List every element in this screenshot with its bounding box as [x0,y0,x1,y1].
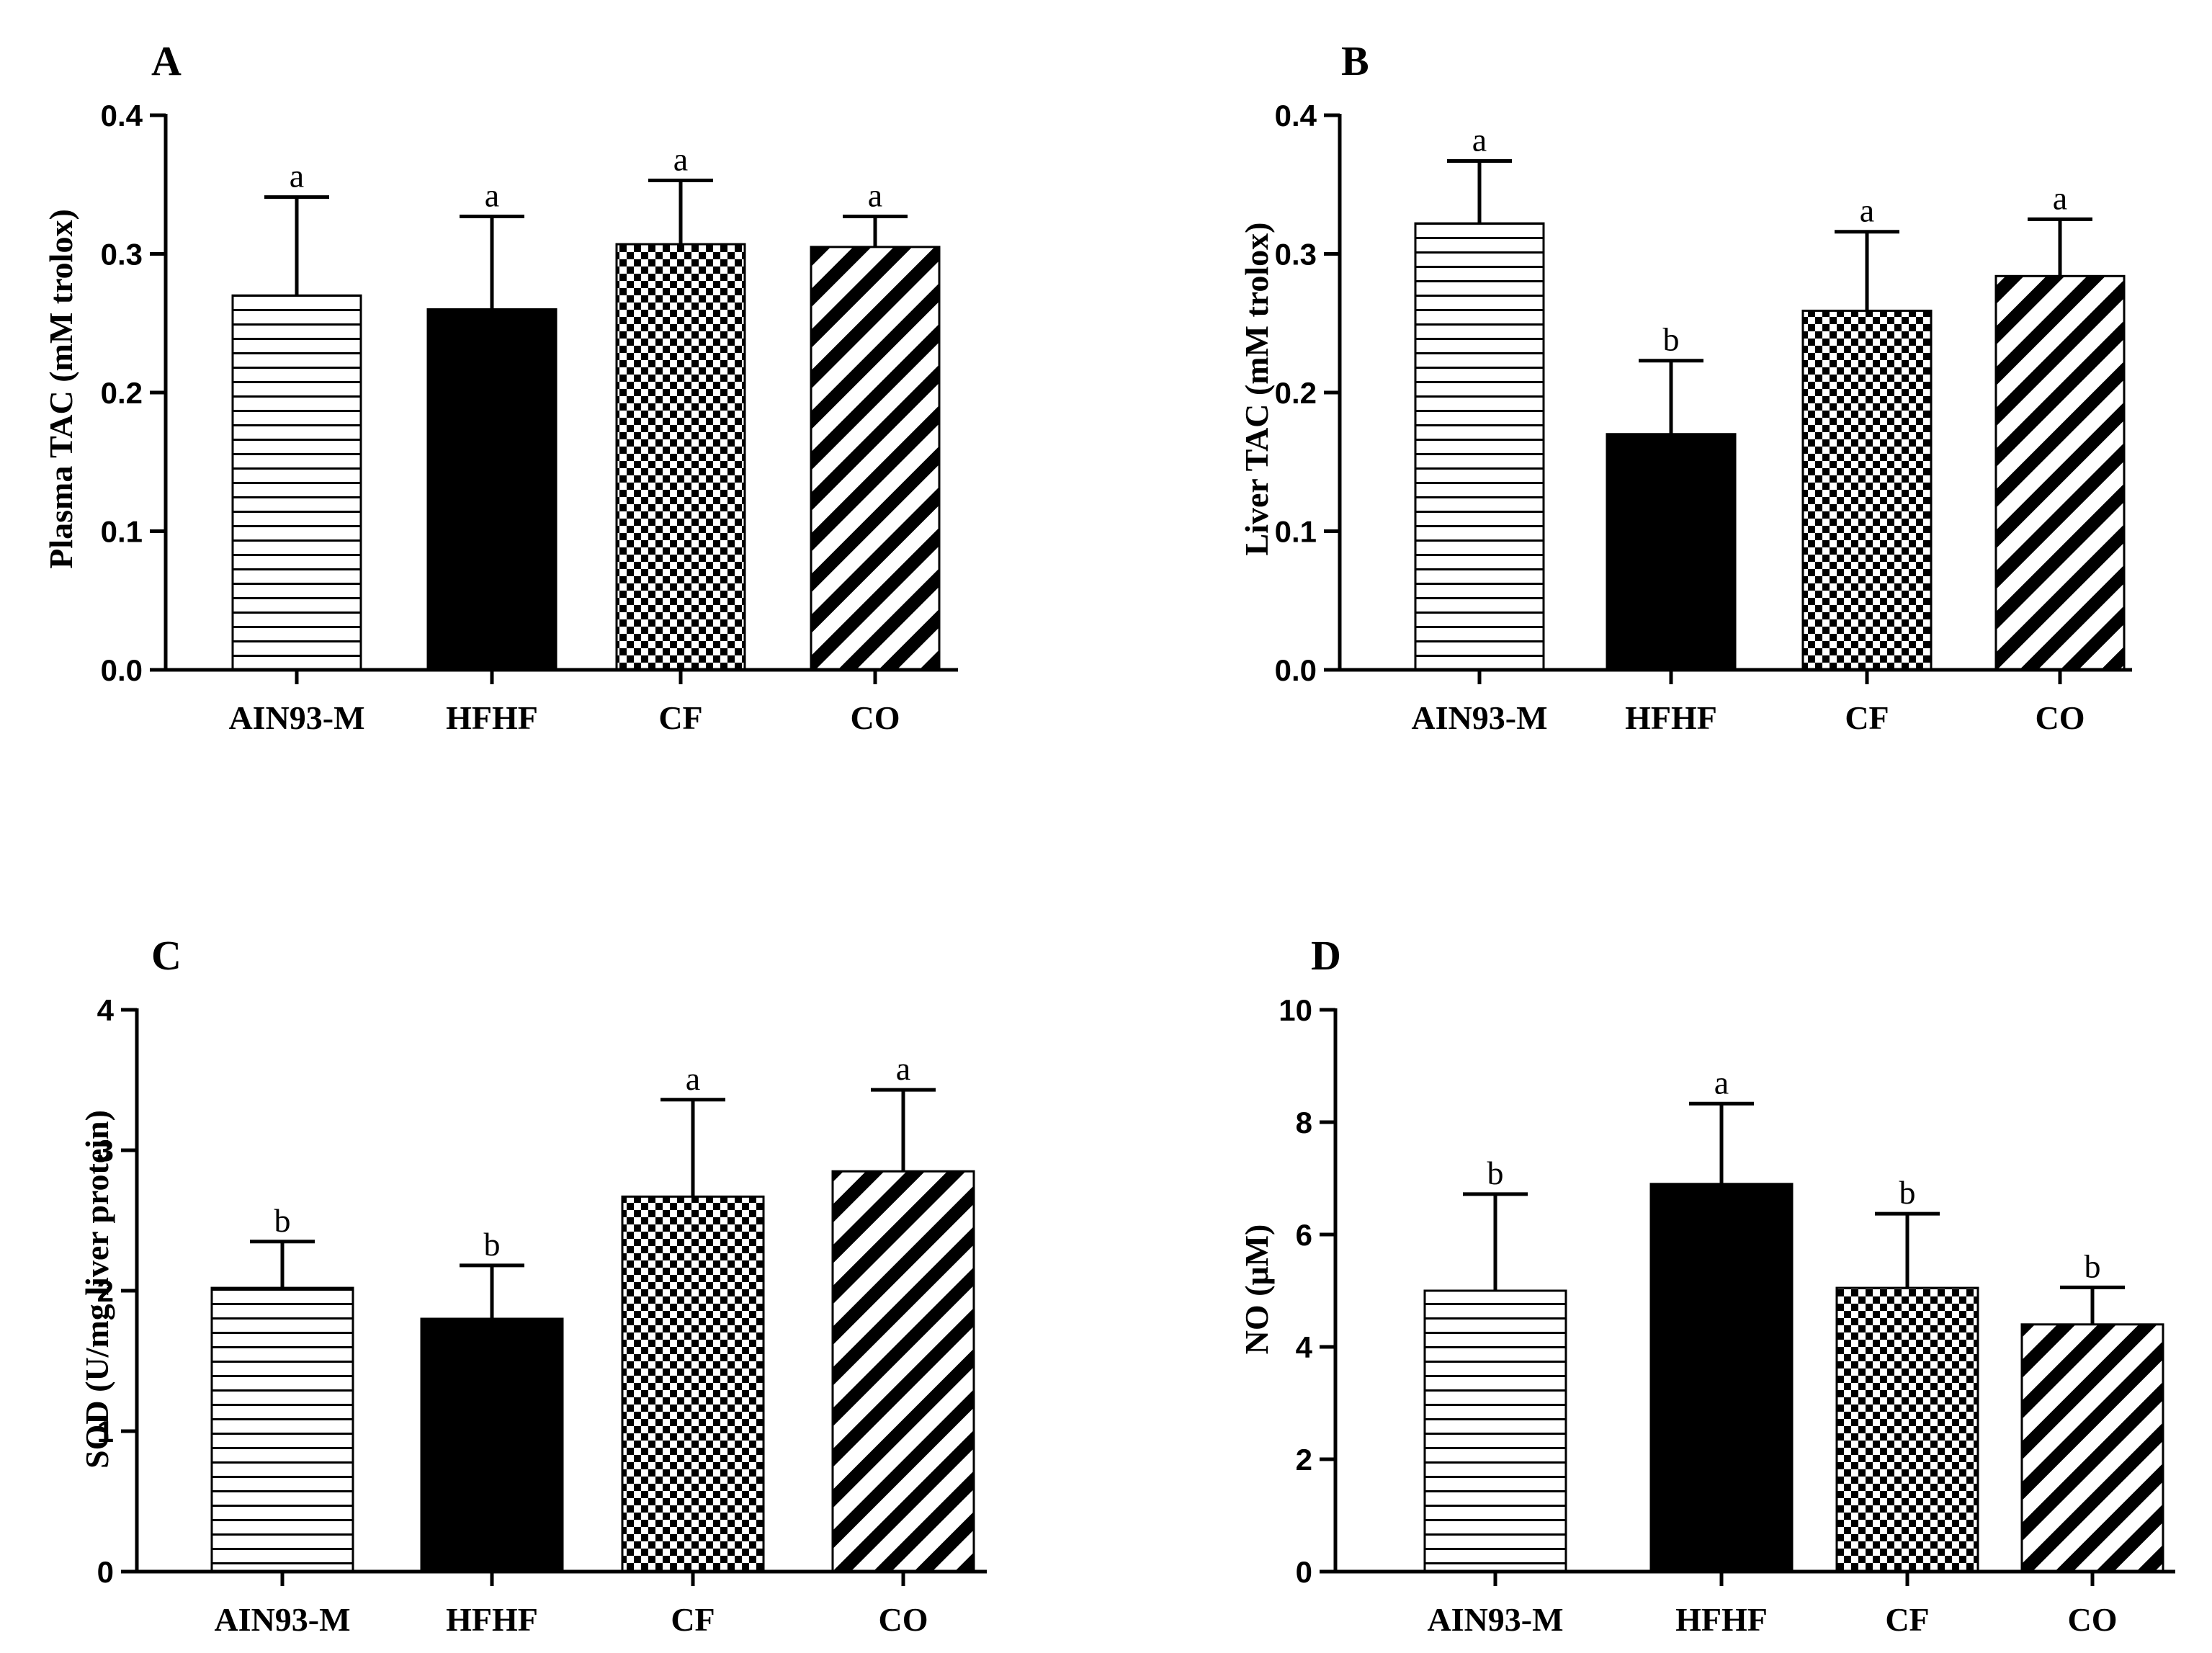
bar-ain93-m [231,294,362,671]
panel-letter: C [151,932,182,979]
x-tick-label: AIN93-M [1411,699,1547,736]
bar-cf [615,243,746,671]
bar-hfhf [420,1317,564,1573]
x-tick-label: AIN93-M [1427,1601,1563,1638]
y-tick-label: 2 [1296,1443,1312,1477]
significance-label: b [1663,321,1680,358]
y-tick-label: 0.0 [101,653,143,687]
y-tick-label: 10 [1279,993,1312,1027]
y-tick-label: 0 [97,1555,114,1589]
bar-ain93-m [210,1286,354,1573]
y-tick-label: 0.1 [101,515,143,549]
x-tick-label: CO [879,1601,928,1638]
bar-hfhf [1649,1183,1794,1573]
y-tick-label: 4 [1296,1330,1313,1364]
y-tick-label: 0.4 [1275,99,1317,133]
panel-c-chart: C b AIN93-M b HFHF a CF a CO 0 1 2 3 4 SOD (U/mg liv… [79,932,987,1638]
panel-a-chart: A a AIN93-M a HFHF a CF a CO 0.0 0.1 0.2 0.3 0.4 Pla… [42,37,958,736]
significance-label: a [686,1060,700,1097]
y-axis-label: Liver TAC (mM trolox) [1238,223,1275,556]
significance-label: b [1899,1174,1916,1211]
panel-b-chart: B a AIN93-M b HFHF a CF a CO 0.0 0.1 0.2 0.3 0.4 Liv… [1238,37,2132,736]
bar-ain93-m [1414,222,1545,671]
x-tick-label: HFHF [446,699,538,736]
significance-label: a [485,177,499,214]
y-tick-label: 0.3 [1275,238,1317,272]
y-tick-label: 0 [1296,1555,1312,1589]
y-tick-label: 0.4 [101,99,143,133]
y-tick-label: 0.3 [101,238,143,272]
plot-area: a AIN93-M b HFHF a CF a CO 0.0 0.1 0.2 0.3 0.4 [1275,99,2132,736]
significance-label: a [896,1050,910,1087]
y-tick-label: 4 [97,993,115,1027]
bar-co [831,1170,975,1573]
significance-label: a [2053,179,2067,216]
x-tick-label: CO [2036,699,2085,736]
x-tick-label: HFHF [1625,699,1717,736]
plot-area: b AIN93-M a HFHF b CF b CO 0 2 4 6 8 10 [1279,993,2175,1638]
x-tick-label: CF [671,1601,715,1638]
y-tick-label: 0.0 [1275,653,1317,687]
plot-area: b AIN93-M b HFHF a CF a CO 0 1 2 3 4 [97,993,987,1638]
bar-cf [1801,309,1933,671]
bar-cf [1835,1286,1979,1573]
x-tick-label: CF [1845,699,1889,736]
y-axis-label: NO (μM) [1238,1224,1275,1355]
y-tick-label: 3 [97,1134,114,1168]
y-tick-label: 1 [97,1415,114,1448]
y-tick-label: 8 [1296,1106,1312,1139]
significance-label: a [1472,122,1487,158]
y-tick-label: 0.2 [1275,376,1317,410]
panel-d-chart: D b AIN93-M a HFHF b CF b CO 0 2 4 6 8 10 NO (μM) [1238,932,2175,1638]
significance-label: a [1860,192,1874,229]
bar-ain93-m [1423,1289,1567,1573]
y-tick-label: 0.1 [1275,515,1317,549]
y-tick-label: 6 [1296,1218,1312,1252]
x-tick-label: AIN93-M [228,699,364,736]
bar-cf [621,1195,765,1573]
significance-label: b [484,1226,501,1263]
x-tick-label: CO [2068,1601,2118,1638]
significance-label: b [2085,1247,2101,1284]
significance-label: a [673,140,688,177]
x-tick-label: AIN93-M [214,1601,350,1638]
bar-co [2020,1323,2164,1573]
x-tick-label: CF [1885,1601,1929,1638]
x-tick-label: HFHF [1675,1601,1768,1638]
y-tick-label: 2 [97,1274,114,1308]
x-tick-label: CO [851,699,900,736]
significance-label: a [868,177,882,214]
significance-label: a [290,158,304,194]
plot-area: a AIN93-M a HFHF a CF a CO 0.0 0.1 0.2 0.3 0.4 [101,99,958,736]
panel-letter: D [1311,932,1341,979]
y-axis-label: SOD (U/mg liver protein) [79,1110,115,1469]
y-axis-label: Plasma TAC (mM trolox) [42,209,79,569]
significance-label: b [1487,1155,1504,1191]
y-tick-label: 0.2 [101,376,143,410]
bar-hfhf [1606,433,1737,671]
x-tick-label: HFHF [446,1601,538,1638]
x-tick-label: CF [658,699,702,736]
bar-co [1994,274,2126,671]
significance-label: b [274,1202,291,1239]
bar-co [810,246,941,671]
panel-letter: A [151,37,182,84]
bar-hfhf [426,308,558,671]
significance-label: a [1714,1064,1729,1101]
panel-letter: B [1341,37,1369,84]
